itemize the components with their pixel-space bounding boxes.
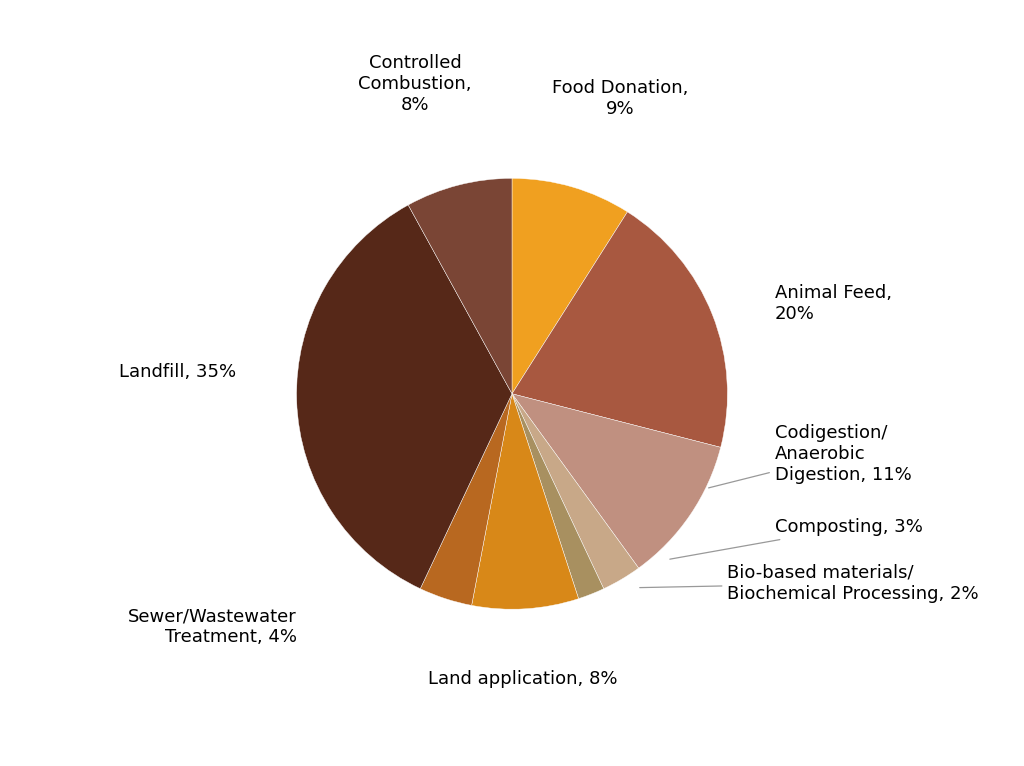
Wedge shape (420, 394, 512, 605)
Wedge shape (512, 178, 628, 394)
Wedge shape (297, 205, 512, 589)
Wedge shape (512, 394, 604, 599)
Text: Landfill, 35%: Landfill, 35% (119, 363, 237, 381)
Text: Bio-based materials/
Biochemical Processing, 2%: Bio-based materials/ Biochemical Process… (640, 564, 979, 603)
Wedge shape (512, 212, 727, 447)
Wedge shape (512, 394, 721, 568)
Text: Controlled
Combustion,
8%: Controlled Combustion, 8% (358, 54, 472, 113)
Text: Land application, 8%: Land application, 8% (428, 669, 617, 688)
Wedge shape (512, 394, 639, 589)
Text: Codigestion/
Anaerobic
Digestion, 11%: Codigestion/ Anaerobic Digestion, 11% (709, 424, 911, 488)
Wedge shape (409, 178, 512, 394)
Text: Sewer/Wastewater
Treatment, 4%: Sewer/Wastewater Treatment, 4% (128, 607, 297, 646)
Text: Animal Feed,
20%: Animal Feed, 20% (775, 284, 892, 322)
Wedge shape (472, 394, 579, 609)
Text: Food Donation,
9%: Food Donation, 9% (552, 79, 688, 118)
Text: Composting, 3%: Composting, 3% (670, 519, 923, 559)
